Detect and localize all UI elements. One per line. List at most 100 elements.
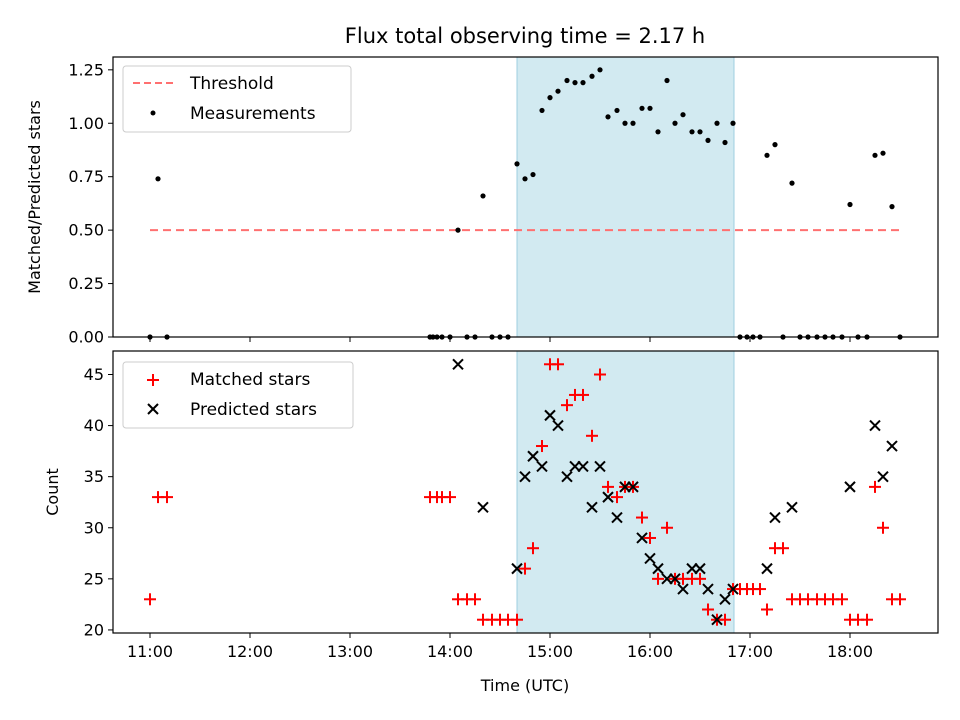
y-tick-label: 30: [84, 518, 104, 537]
measurement-point: [889, 204, 895, 210]
y-tick-label: 45: [84, 365, 104, 384]
x-tick-label: 17:00: [727, 642, 773, 661]
matched-star-point: [586, 429, 598, 442]
y-tick-label: 25: [84, 569, 104, 588]
matched-star-point: [611, 491, 623, 504]
measurement-point: [639, 105, 645, 111]
matched-star-point: [552, 358, 564, 371]
matched-star-point: [702, 603, 714, 616]
predicted-star-point: [711, 614, 723, 626]
predicted-star-point: [761, 562, 773, 575]
legend-measurements-swatch: [150, 110, 156, 116]
matched-star-point: [761, 603, 773, 616]
y-tick-label: 0.25: [68, 274, 104, 293]
predicted-star-point: [477, 501, 489, 514]
predicted-star-point: [511, 562, 523, 575]
chart-title: Flux total observing time = 2.17 h: [345, 24, 705, 48]
predicted-star-point: [527, 450, 539, 462]
top-legend: Threshold Measurements: [122, 65, 352, 133]
bottom-panel: 20 25 30 35 40 45 11:00 12:00 13:00 14:00 15:00 16…: [43, 350, 939, 695]
measurement-point: [880, 150, 886, 156]
predicted-star-point: [586, 501, 598, 514]
predicted-star-point: [644, 552, 656, 565]
predicted-star-point: [452, 358, 464, 370]
predicted-star-point: [877, 470, 889, 483]
measurement-point: [455, 227, 461, 233]
matched-star-point: [577, 388, 589, 401]
y-tick-label: 0.00: [68, 328, 104, 347]
predicted-star-point: [677, 583, 689, 595]
measurement-point: [847, 201, 853, 208]
matched-star-point: [561, 399, 573, 412]
measurement-point: [680, 112, 686, 118]
predicted-star-point: [594, 460, 606, 473]
predicted-star-point: [561, 470, 573, 483]
measurement-point: [572, 80, 578, 86]
measurement-point: [614, 107, 620, 114]
measurement-point: [522, 176, 528, 182]
top-panel-frame: [112, 56, 939, 338]
legend-threshold-label: Threshold: [189, 74, 274, 94]
measurement-point: [722, 139, 728, 146]
y-tick-label: 35: [84, 467, 104, 486]
x-axis-label: Time (UTC): [480, 676, 569, 695]
predicted-star-point: [636, 532, 648, 544]
predicted-star-point: [669, 573, 681, 585]
x-tick-label: 14:00: [427, 642, 473, 661]
measurement-point: [655, 129, 661, 135]
measurement-point: [789, 180, 795, 186]
y-tick-label: 0.50: [68, 221, 104, 240]
matched-star-point: [694, 572, 706, 585]
predicted-star-point: [702, 583, 714, 595]
measurement-point: [647, 105, 653, 111]
predicted-star-point: [552, 419, 564, 432]
measurement-point: [564, 77, 570, 84]
matched-star-point: [777, 542, 789, 555]
measurement-point: [480, 193, 486, 199]
matched-star-point: [444, 491, 456, 504]
matched-star-point: [754, 583, 766, 596]
matched-star-point: [836, 593, 848, 606]
predicted-star-point: [844, 481, 856, 493]
matched-star-point: [511, 613, 523, 626]
predicted-star-point: [577, 460, 589, 473]
measurement-point: [597, 67, 603, 73]
x-tick-label: 11:00: [127, 642, 173, 661]
matched-star-point: [144, 593, 156, 606]
measurement-point: [672, 120, 678, 126]
measurement-point: [155, 176, 161, 182]
measurement-point: [689, 129, 695, 135]
predicted-star-point: [536, 460, 548, 473]
x-tick-label: 12:00: [227, 642, 273, 661]
top-ylabel: Matched/Predicted stars: [25, 100, 44, 294]
predicted-star-point: [694, 562, 706, 575]
bottom-panel-frame: [112, 350, 939, 634]
x-tick-label: 16:00: [627, 642, 673, 661]
predicted-star-point: [627, 481, 639, 493]
measurement-point: [514, 161, 520, 167]
matched-star-point: [719, 613, 731, 626]
top-panel: 0.00 0.25 0.50 0.75 1.00 1.25 Matched/Predict…: [25, 56, 939, 347]
y-tick-label: 1.00: [68, 114, 104, 133]
matched-star-point: [636, 511, 648, 524]
predicted-star-point: [727, 583, 739, 595]
predicted-star-point: [611, 511, 623, 524]
measurement-point: [580, 80, 586, 86]
x-tick-label: 15:00: [527, 642, 573, 661]
matched-star-point: [894, 593, 906, 606]
measurement-point: [664, 77, 670, 84]
measurement-point: [772, 142, 778, 148]
matched-star-point: [469, 593, 481, 606]
predicted-star-point: [719, 593, 731, 605]
measurement-point: [872, 152, 878, 158]
x-tick-label: 18:00: [827, 642, 873, 661]
matched-star-point: [161, 491, 173, 504]
measurement-point: [630, 120, 636, 126]
matched-star-point: [652, 572, 664, 585]
matched-star-point: [527, 542, 539, 555]
matched-star-point: [594, 368, 606, 381]
measurement-point: [555, 88, 561, 94]
legend-predicted-label: Predicted stars: [190, 400, 317, 420]
matched-star-point: [602, 480, 614, 493]
matched-star-point: [877, 521, 889, 534]
